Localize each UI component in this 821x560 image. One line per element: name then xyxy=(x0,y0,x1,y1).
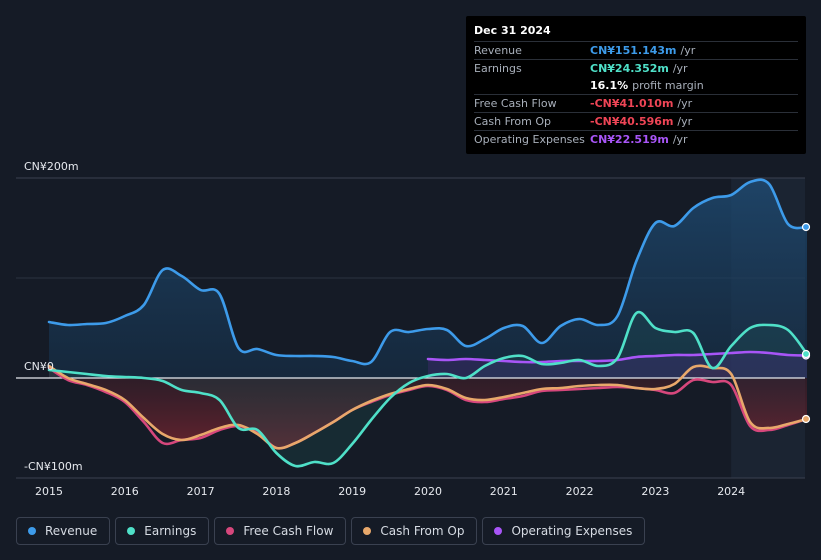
tooltip-label: Free Cash Flow xyxy=(474,97,557,110)
tooltip-panel: Dec 31 2024 Revenue CN¥151.143m /yr Earn… xyxy=(466,16,806,154)
tooltip-value: 16.1% xyxy=(590,79,629,92)
earnings-line xyxy=(47,310,809,468)
tooltip-row-profit-margin: 16.1% profit margin xyxy=(474,77,798,94)
x-tick-label-2024: 2024 xyxy=(717,485,745,498)
tooltip-label: Earnings xyxy=(474,62,522,75)
revenue-end-marker xyxy=(801,222,811,232)
tooltip-date: Dec 31 2024 xyxy=(474,24,551,37)
earnings-end-marker xyxy=(801,349,811,359)
legend: Revenue Earnings Free Cash Flow Cash Fro… xyxy=(16,517,646,545)
tooltip-row-operating-expenses: Operating Expenses CN¥22.519m /yr xyxy=(474,130,798,148)
legend-label: Revenue xyxy=(45,524,98,538)
y-tick-label-bottom: -CN¥100m xyxy=(24,460,83,473)
x-tick-label-2016: 2016 xyxy=(111,485,139,498)
legend-dot-icon xyxy=(28,527,36,535)
x-tick-label-2022: 2022 xyxy=(566,485,594,498)
legend-item-cash-from-op[interactable]: Cash From Op xyxy=(351,517,478,545)
cfo-line xyxy=(47,364,809,450)
tooltip-label: Revenue xyxy=(474,44,522,57)
tooltip-value: CN¥24.352m xyxy=(590,62,669,75)
y-tick-label-top: CN¥200m xyxy=(24,160,79,173)
x-tick-label-2015: 2015 xyxy=(35,485,63,498)
x-tick-label-2020: 2020 xyxy=(414,485,442,498)
legend-dot-icon xyxy=(494,527,503,535)
y-tick-label-zero: CN¥0 xyxy=(24,360,54,373)
cash-from-op-area xyxy=(49,365,807,449)
tooltip-label: Cash From Op xyxy=(474,115,552,128)
x-tick-label-2018: 2018 xyxy=(262,485,290,498)
legend-item-operating-expenses[interactable]: Operating Expenses xyxy=(482,517,646,545)
x-tick-label-2023: 2023 xyxy=(641,485,669,498)
revenue-area xyxy=(49,179,807,378)
legend-label: Cash From Op xyxy=(380,524,465,538)
tooltip-unit: /yr xyxy=(677,97,693,110)
tooltip-value: CN¥22.519m xyxy=(590,133,669,146)
tooltip-value: CN¥151.143m xyxy=(590,44,677,57)
tooltip-row-revenue: Revenue CN¥151.143m /yr xyxy=(474,41,798,59)
tooltip-row-earnings: Earnings CN¥24.352m /yr xyxy=(474,59,798,77)
tooltip-unit: profit margin xyxy=(632,79,704,92)
legend-label: Earnings xyxy=(144,524,197,538)
x-tick-label-2017: 2017 xyxy=(187,485,215,498)
legend-dot-icon xyxy=(226,527,235,535)
tooltip-row-free-cash-flow: Free Cash Flow -CN¥41.010m /yr xyxy=(474,94,798,112)
tooltip-value: -CN¥40.596m xyxy=(590,115,674,128)
legend-item-revenue[interactable]: Revenue xyxy=(16,517,111,545)
tooltip-label: Operating Expenses xyxy=(474,133,585,146)
legend-dot-icon xyxy=(363,527,372,535)
tooltip-unit: /yr xyxy=(672,62,688,75)
legend-label: Free Cash Flow xyxy=(243,524,334,538)
tooltip-unit: /yr xyxy=(677,115,693,128)
legend-label: Operating Expenses xyxy=(511,524,633,538)
revenue-line xyxy=(47,178,809,366)
chart-canvas: 2015 2016 2017 2018 2019 2020 2021 2022 2023 2024 xyxy=(16,177,811,498)
legend-dot-icon xyxy=(127,527,136,535)
tooltip-unit: /yr xyxy=(672,133,688,146)
x-tick-label-2021: 2021 xyxy=(490,485,518,498)
cfo-end-marker xyxy=(801,414,811,424)
operating-expenses-area xyxy=(428,352,807,378)
legend-item-free-cash-flow[interactable]: Free Cash Flow xyxy=(214,517,347,545)
legend-item-earnings[interactable]: Earnings xyxy=(115,517,210,545)
tooltip-row-cash-from-op: Cash From Op -CN¥40.596m /yr xyxy=(474,112,798,130)
tooltip-unit: /yr xyxy=(680,44,696,57)
tooltip-value: -CN¥41.010m xyxy=(590,97,674,110)
x-tick-label-2019: 2019 xyxy=(338,485,366,498)
